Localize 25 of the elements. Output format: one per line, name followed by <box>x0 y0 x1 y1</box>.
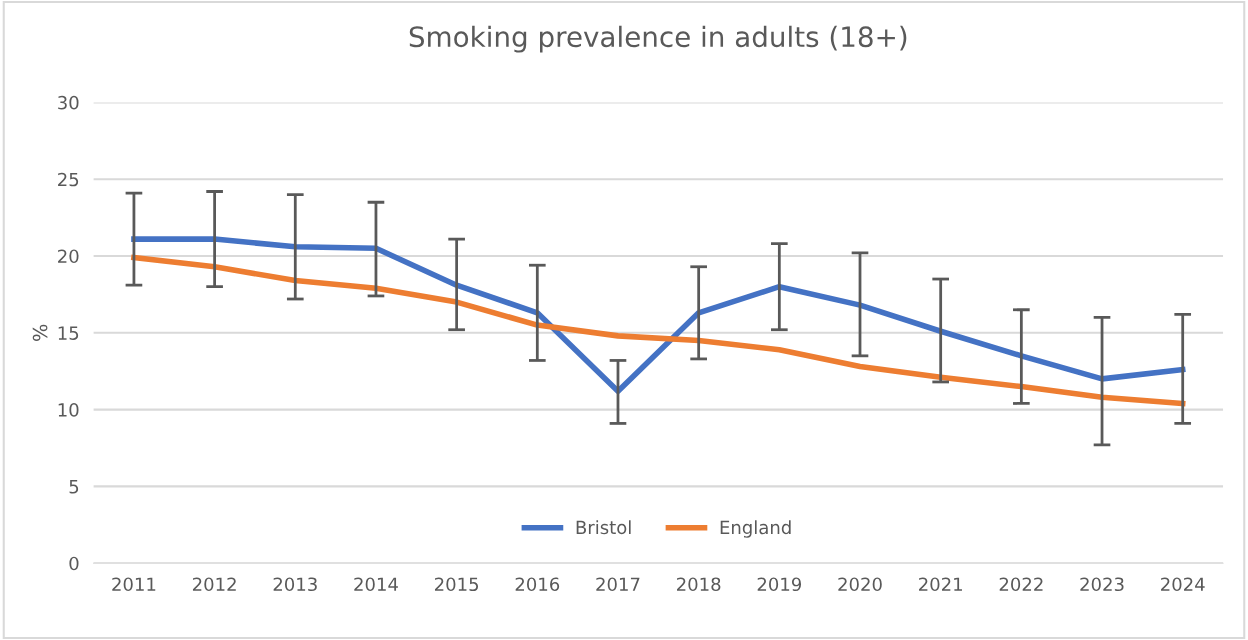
y-tick-label: 30 <box>58 95 79 110</box>
y-tick-label: 25 <box>58 172 79 187</box>
x-tick-label: 2023 <box>1080 577 1124 592</box>
chart-title: Smoking prevalence in adults (18+) <box>409 25 907 53</box>
y-tick-label: 10 <box>58 403 79 417</box>
x-tick-label: 2024 <box>1161 577 1205 592</box>
x-tick-label: 2011 <box>112 577 156 592</box>
x-tick-label: 2016 <box>515 577 560 592</box>
legend-label: England <box>720 520 791 538</box>
y-tick-label: 0 <box>69 556 79 571</box>
x-tick-label: 2022 <box>999 577 1043 592</box>
x-tick-label: 2020 <box>838 577 882 592</box>
legend-label: Bristol <box>576 520 631 535</box>
x-tick-label: 2018 <box>677 577 721 592</box>
x-tick-label: 2021 <box>919 577 962 592</box>
y-tick-label: 15 <box>58 326 79 340</box>
x-tick-label: 2017 <box>596 577 640 592</box>
x-tick-label: 2012 <box>192 577 236 592</box>
x-tick-label: 2013 <box>273 577 317 592</box>
x-tick-label: 2015 <box>434 577 479 592</box>
x-tick-label: 2019 <box>757 577 802 592</box>
y-tick-label: 5 <box>69 480 79 494</box>
x-tick-label: 2014 <box>354 577 398 592</box>
y-axis-title: % <box>32 324 48 341</box>
y-tick-label: 20 <box>58 249 79 264</box>
